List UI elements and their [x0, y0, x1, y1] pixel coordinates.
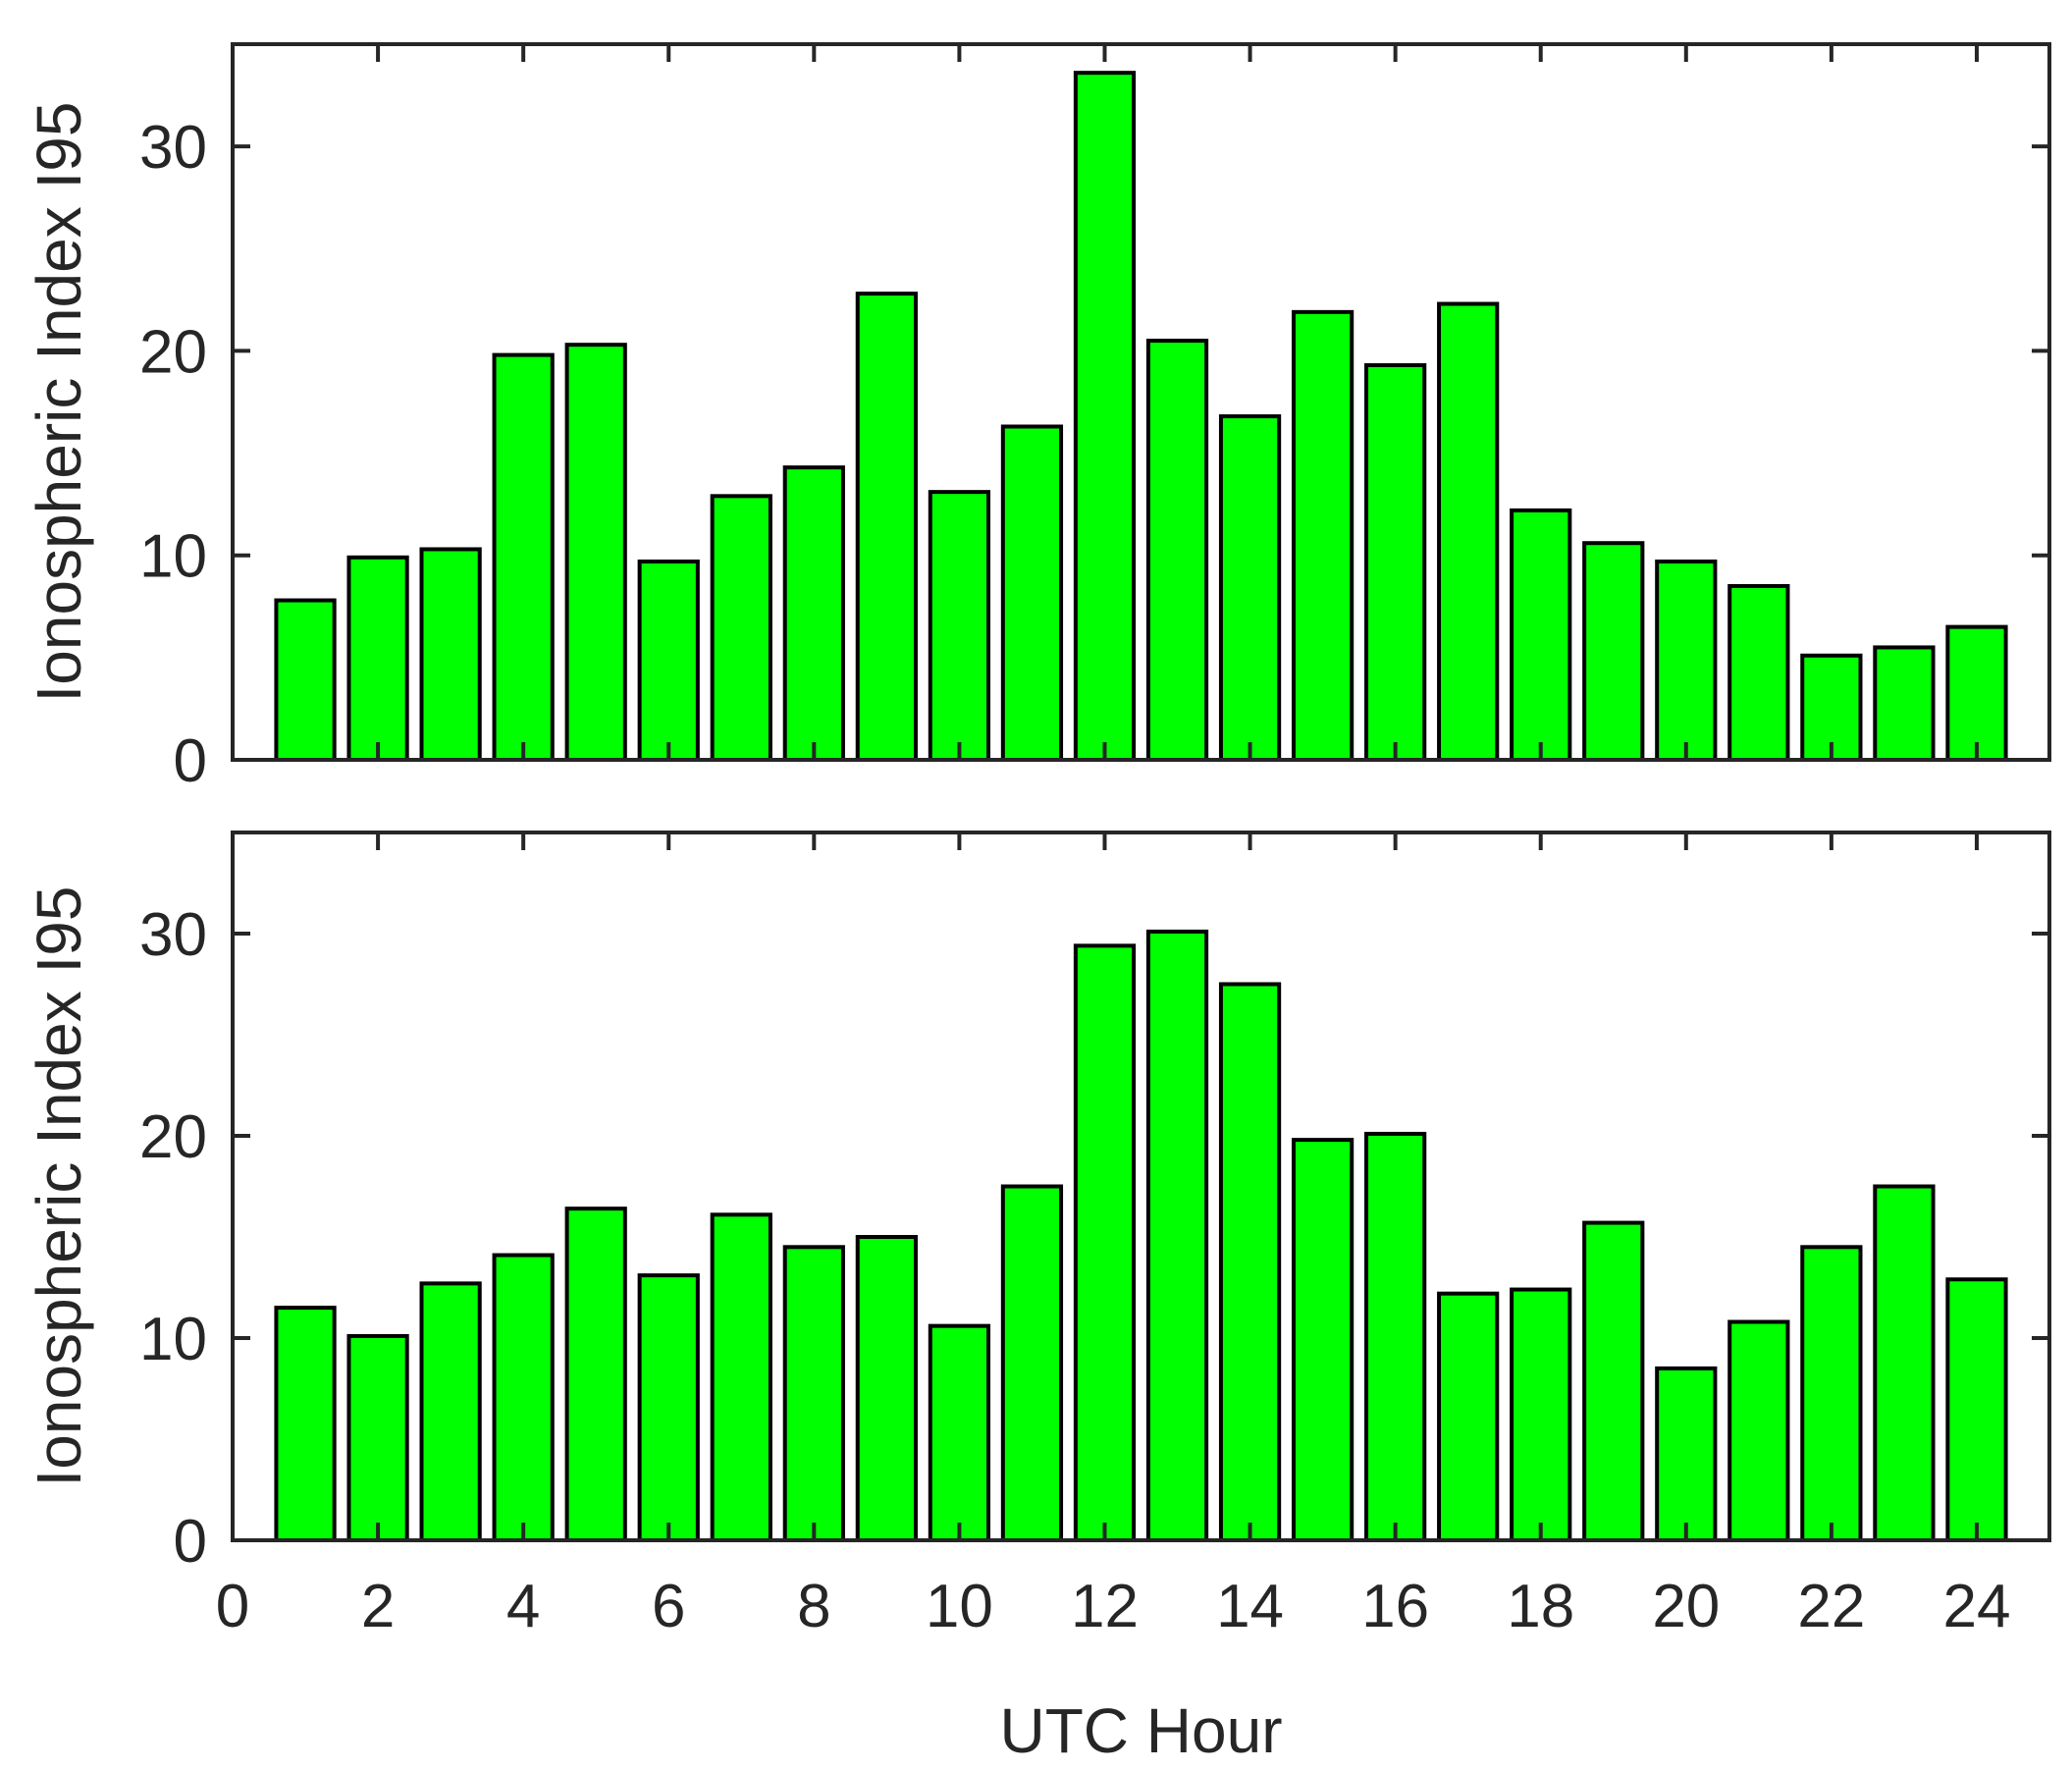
bar-hour-11 — [1000, 424, 1064, 762]
bar-hour-9 — [855, 292, 918, 762]
y-tick-label: 10 — [139, 523, 207, 591]
bar-hour-3 — [419, 547, 482, 762]
bar-series — [274, 929, 2008, 1543]
bar-hour-10 — [928, 1323, 991, 1543]
bar-hour-14 — [1218, 982, 1282, 1542]
y-tick-label: 20 — [139, 1103, 207, 1171]
y-tick-label: 20 — [139, 318, 207, 386]
x-tick-label: 8 — [797, 1573, 830, 1640]
x-tick-label: 0 — [216, 1573, 249, 1640]
bar-hour-12 — [1073, 71, 1137, 763]
subplot-2: 0 2 4 6 8 10 12 14 16 18 20 22 240102030Ionospheric … — [24, 831, 2051, 1766]
bar-hour-5 — [564, 343, 627, 762]
bar-hour-8 — [782, 465, 845, 762]
y-axis-label: Ionospheric Index I95 — [24, 102, 94, 703]
x-tick-label: 12 — [1071, 1573, 1139, 1640]
bar-hour-18 — [1510, 1287, 1572, 1543]
bar-hour-1 — [274, 598, 337, 763]
bar-hour-19 — [1582, 541, 1645, 763]
x-tick-label: 16 — [1361, 1573, 1429, 1640]
x-tick-label: 4 — [506, 1573, 540, 1640]
x-ticks — [231, 44, 1979, 760]
bar-hour-12 — [1073, 943, 1137, 1542]
bar-hour-6 — [637, 1273, 700, 1542]
x-tick-label: 20 — [1652, 1573, 1720, 1640]
bar-hour-20 — [1655, 1366, 1718, 1543]
y-tick-label: 0 — [174, 727, 207, 795]
axes-frame — [231, 42, 2051, 762]
bar-hour-20 — [1655, 559, 1718, 762]
bar-hour-2 — [346, 555, 409, 762]
bar-hour-4 — [492, 1253, 555, 1543]
bar-hour-11 — [1000, 1184, 1064, 1542]
bar-hour-13 — [1145, 929, 1209, 1542]
bar-hour-10 — [928, 490, 991, 762]
bar-hour-23 — [1873, 645, 1936, 763]
y-ticks: 0 10 20 30 — [139, 114, 2049, 795]
x-axis-label: UTC Hour — [999, 1695, 1282, 1766]
bar-hour-16 — [1364, 363, 1427, 762]
y-tick-label: 10 — [139, 1306, 207, 1373]
bar-hour-18 — [1510, 508, 1572, 762]
y-tick-label: 30 — [139, 114, 207, 182]
subplot-1: 0 10 20 30 Ionospheric Index I95 — [24, 42, 2051, 795]
bar-hour-15 — [1291, 309, 1355, 762]
bar-hour-22 — [1800, 1245, 1863, 1543]
bar-hour-17 — [1437, 1291, 1500, 1543]
y-tick-label: 0 — [174, 1508, 207, 1576]
bar-hour-9 — [855, 1235, 918, 1542]
x-tick-label: 18 — [1507, 1573, 1574, 1640]
bar-hour-2 — [346, 1333, 409, 1542]
bar-hour-24 — [1945, 624, 2008, 762]
bar-hour-21 — [1727, 583, 1790, 763]
bar-series — [274, 71, 2008, 763]
y-ticks: 0 10 20 30 — [139, 901, 2049, 1576]
y-axis-label: Ionospheric Index I95 — [24, 886, 94, 1487]
bar-hour-4 — [492, 352, 555, 762]
x-tick-label: 2 — [361, 1573, 395, 1640]
x-ticks: 0 2 4 6 8 10 12 14 16 18 20 22 24 — [216, 832, 2010, 1640]
bar-hour-21 — [1727, 1319, 1790, 1543]
bar-hour-8 — [782, 1245, 845, 1543]
bar-hour-16 — [1364, 1131, 1427, 1542]
bar-hour-5 — [564, 1207, 627, 1543]
bar-hour-3 — [419, 1281, 482, 1542]
bar-hour-7 — [710, 494, 772, 762]
x-tick-label: 10 — [926, 1573, 993, 1640]
bar-hour-19 — [1582, 1220, 1645, 1542]
bar-hour-14 — [1218, 414, 1282, 762]
x-tick-label: 6 — [652, 1573, 685, 1640]
x-tick-label: 24 — [1942, 1573, 2010, 1640]
bar-hour-13 — [1145, 339, 1209, 762]
bar-hour-15 — [1291, 1138, 1355, 1542]
bar-hour-24 — [1945, 1277, 2008, 1542]
x-tick-label: 22 — [1797, 1573, 1865, 1640]
bar-hour-7 — [710, 1212, 772, 1542]
axes-frame — [231, 831, 2051, 1542]
y-tick-label: 30 — [139, 901, 207, 969]
bar-hour-6 — [637, 559, 700, 762]
bar-hour-17 — [1437, 301, 1500, 762]
x-tick-label: 14 — [1216, 1573, 1284, 1640]
bar-hour-23 — [1873, 1184, 1936, 1542]
bar-hour-1 — [274, 1306, 337, 1542]
